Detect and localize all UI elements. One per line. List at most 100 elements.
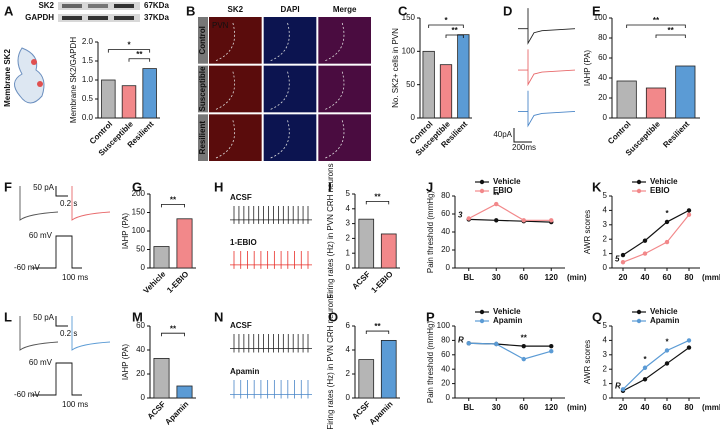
bar <box>176 218 193 269</box>
y-axis-label: Pain threshold (mmHg) <box>426 321 435 404</box>
bar <box>121 85 137 119</box>
spike-trace <box>230 251 312 269</box>
y-tick-label: 40 <box>441 227 450 236</box>
x-tick-label: 1-EBIO <box>165 270 190 295</box>
scale-label: 100 ms <box>62 273 88 282</box>
row-label-bg <box>198 114 208 161</box>
scale-bar <box>55 186 68 197</box>
y-tick-label: 4 <box>603 206 608 215</box>
bar <box>645 87 667 119</box>
y-axis-label: Firing rates (Hz) in PVN CRH neurons <box>326 163 335 298</box>
y-tick-label: 1 <box>603 249 608 258</box>
current-trace <box>71 316 111 351</box>
legend-label: Vehicle <box>650 177 678 186</box>
series-point <box>664 239 670 245</box>
x-tick-label: 30 <box>492 403 501 412</box>
bar <box>153 357 170 399</box>
significance-bracket <box>428 24 464 28</box>
row-label: Resilient <box>198 121 207 155</box>
series-point <box>494 201 499 207</box>
significance-label: ** <box>668 26 675 35</box>
blot-size: 67KDa <box>144 1 169 10</box>
scale-label: 60 mV <box>29 358 53 367</box>
micrograph-image <box>263 114 317 161</box>
series-point <box>620 252 626 258</box>
y-tick-label: 50 <box>406 80 415 89</box>
series-line <box>622 209 690 256</box>
current-trace <box>19 316 59 351</box>
x-tick-label: 80 <box>685 403 694 412</box>
scale-label: 50 pA <box>33 313 55 322</box>
x-tick-label: Vehicle <box>142 269 168 295</box>
current-trace <box>71 186 111 221</box>
y-tick-label: 3 <box>603 220 608 229</box>
row-label: Control <box>198 26 207 54</box>
panel-label: K <box>592 179 602 194</box>
series-point <box>664 219 670 225</box>
x-tick-label: 20 <box>619 273 628 282</box>
panel-label: I <box>328 179 332 194</box>
x-tick-label: Resilient <box>661 119 691 149</box>
bar <box>439 64 453 119</box>
series-point <box>620 260 626 265</box>
significance-label: ** <box>374 322 381 331</box>
y-tick-label: 1.0 <box>82 75 94 84</box>
y-tick-label: 150 <box>132 208 146 217</box>
pvn-outline <box>270 119 290 159</box>
significance-bracket <box>161 203 185 208</box>
series-point <box>642 377 648 382</box>
x-tick-label: Apamin <box>368 399 395 426</box>
scale-label: 0.2 s <box>60 329 77 338</box>
y-axis-label: Membrane SK2/GAPDH <box>69 37 78 123</box>
y-tick-label: 100 <box>402 46 416 55</box>
y-tick-label: 5 <box>346 189 351 198</box>
y-tick-label: 40 <box>598 73 607 82</box>
significance-label: ** <box>170 324 177 333</box>
y-tick-label: 2 <box>603 364 608 373</box>
series-point <box>466 216 471 221</box>
current-trace <box>19 186 59 221</box>
neuron-sketch <box>14 47 45 104</box>
bar <box>616 80 637 119</box>
pvn-outline <box>270 21 290 62</box>
x-tick-label: 80 <box>685 273 694 282</box>
y-tick-label: 2 <box>346 369 351 378</box>
series-line <box>622 214 690 263</box>
x-tick-label: 20 <box>619 403 628 412</box>
series-line <box>622 339 690 390</box>
y-tick-label: 100 <box>594 13 608 22</box>
significance-bracket <box>655 34 686 38</box>
legend-label: Vehicle <box>493 307 521 316</box>
y-tick-label: 0 <box>411 113 416 122</box>
scale-label: 40pA <box>493 130 512 139</box>
blot-band <box>114 16 134 20</box>
bar <box>422 50 435 119</box>
y-axis-label: AWR scores <box>583 210 592 254</box>
series-line <box>468 218 552 223</box>
series-point <box>686 345 692 350</box>
y-tick-label: 1 <box>603 379 608 388</box>
micrograph-image <box>318 17 371 64</box>
blot-band <box>114 4 134 8</box>
y-tick-label: 0 <box>603 393 608 402</box>
y-tick-label: 0 <box>141 263 146 272</box>
y-tick-label: 0 <box>603 263 608 272</box>
x-unit: (mmHg) <box>702 403 720 412</box>
significance-label: ** <box>170 195 177 204</box>
micrograph-image <box>209 65 262 113</box>
series-point <box>686 208 692 213</box>
command-step <box>32 235 82 269</box>
legend-marker <box>636 309 642 315</box>
y-tick-label: 0 <box>603 113 608 122</box>
pvn-outline <box>215 21 236 62</box>
series-point <box>642 238 648 243</box>
x-unit: (min) <box>567 403 587 412</box>
column-label: DAPI <box>280 5 299 14</box>
trace-label: ACSF <box>230 321 252 330</box>
scale-label: 100 ms <box>62 400 88 409</box>
significance-label: ** <box>374 193 381 202</box>
significance-bracket <box>161 332 185 337</box>
region-label: PVN <box>212 21 229 30</box>
bar <box>675 65 696 119</box>
